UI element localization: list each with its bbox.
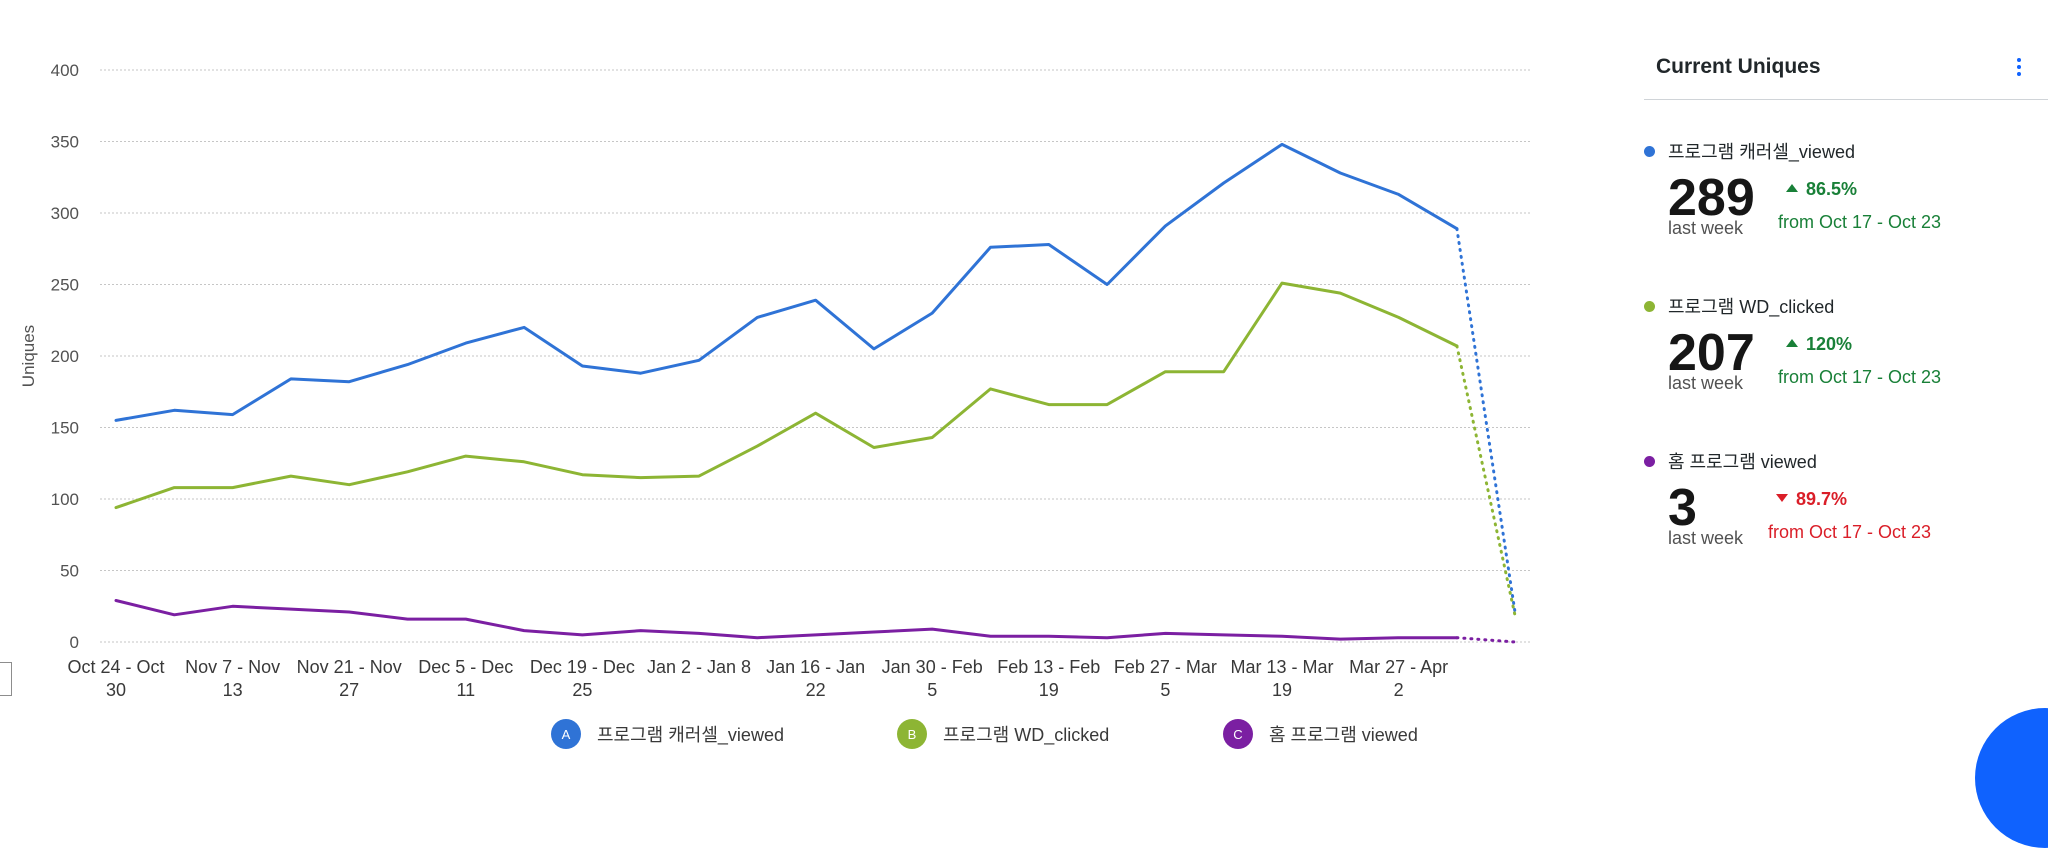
x-tick-label: 19: [1272, 680, 1292, 700]
y-tick-label: 250: [51, 276, 79, 295]
metric-b: 프로그램 WD_clicked 207 last week 120% from …: [1644, 293, 2048, 443]
legend-label-a: 프로그램 캐러셀_viewed: [597, 725, 784, 745]
legend-item-a[interactable]: A 프로그램 캐러셀_viewed: [551, 718, 784, 750]
legend-badge-b: B: [897, 719, 927, 749]
y-tick-label: 100: [51, 490, 79, 509]
metric-value: 207: [1668, 324, 1755, 382]
x-tick-label: Oct 24 - Oct: [67, 657, 164, 677]
panel-title: Current Uniques: [1656, 55, 1821, 78]
metric-comparison: from Oct 17 - Oct 23: [1768, 522, 1932, 542]
metric-label: 프로그램 캐러셀_viewed: [1668, 142, 1855, 162]
x-tick-label: Nov 21 - Nov: [297, 657, 402, 677]
x-tick-label: Jan 16 - Jan: [766, 657, 865, 677]
x-tick-label: Jan 30 - Feb: [882, 657, 983, 677]
y-tick-label: 350: [51, 133, 79, 152]
legend-badge-a: A: [551, 719, 581, 749]
series-dot-icon: [1644, 456, 1655, 467]
series-incomplete-line-c: [1455, 636, 1517, 644]
x-tick-label: 25: [572, 680, 592, 700]
series-line-c: [114, 599, 1459, 641]
x-tick-label: 22: [806, 680, 826, 700]
series-line-a: [114, 142, 1459, 422]
x-tick-label: 5: [1160, 680, 1170, 700]
series-incomplete-line-a: [1455, 227, 1517, 615]
metric-value: 289: [1668, 169, 1755, 227]
x-tick-label: 19: [1039, 680, 1059, 700]
x-tick-label: Feb 13 - Feb: [997, 657, 1100, 677]
metric-change: 89.7%: [1776, 489, 1847, 510]
metric-value: 3: [1668, 479, 1697, 537]
legend-badge-c: C: [1223, 719, 1253, 749]
x-tick-label: Nov 7 - Nov: [185, 657, 280, 677]
x-tick-label: 11: [456, 680, 475, 700]
metric-label: 프로그램 WD_clicked: [1668, 297, 1835, 317]
metric-a: 프로그램 캐러셀_viewed 289 last week 86.5% from…: [1644, 138, 2048, 288]
metric-change: 120%: [1786, 334, 1852, 355]
legend-item-c[interactable]: C 홈 프로그램 viewed: [1223, 718, 1418, 750]
x-tick-label: Dec 5 - Dec: [418, 657, 513, 677]
y-tick-label: 50: [60, 562, 79, 581]
x-tick-label: Mar 13 - Mar: [1230, 657, 1333, 677]
partial-checkbox[interactable]: [0, 662, 12, 696]
metric-period: last week: [1668, 373, 1744, 393]
arrow-up-icon: [1786, 184, 1798, 193]
x-tick-label: Dec 19 - Dec: [530, 657, 635, 677]
series-line-b: [114, 281, 1459, 510]
series-dot-icon: [1644, 146, 1655, 157]
y-axis-label: Uniques: [19, 325, 38, 387]
legend-item-b[interactable]: B 프로그램 WD_clicked: [897, 718, 1109, 750]
metric-period: last week: [1668, 218, 1744, 238]
x-tick-label: 30: [106, 680, 126, 700]
metric-c: 홈 프로그램 viewed 3 last week 89.7% from Oct…: [1644, 448, 2048, 598]
series-incomplete-line-b: [1455, 344, 1517, 618]
x-tick-label: 2: [1394, 680, 1404, 700]
metric-label: 홈 프로그램 viewed: [1668, 452, 1817, 472]
x-tick-label: Jan 2 - Jan 8: [647, 657, 751, 677]
y-tick-label: 0: [70, 633, 79, 652]
legend-label-b: 프로그램 WD_clicked: [943, 725, 1110, 745]
metric-change-value: 120%: [1806, 334, 1853, 354]
arrow-down-icon: [1776, 494, 1788, 503]
y-tick-label: 150: [51, 419, 79, 438]
chart-legend: A 프로그램 캐러셀_viewed B 프로그램 WD_clicked C 홈 …: [0, 718, 1560, 754]
overflow-menu-icon[interactable]: [2014, 56, 2024, 80]
metric-change-value: 89.7%: [1796, 489, 1848, 509]
metric-period: last week: [1668, 528, 1744, 548]
y-tick-label: 200: [51, 347, 79, 366]
x-tick-label: Feb 27 - Mar: [1114, 657, 1217, 677]
x-tick-label: 5: [927, 680, 937, 700]
metric-change: 86.5%: [1786, 179, 1857, 200]
y-tick-label: 300: [51, 204, 79, 223]
y-tick-label: 400: [51, 61, 79, 80]
x-tick-label: Mar 27 - Apr: [1349, 657, 1448, 677]
metric-comparison: from Oct 17 - Oct 23: [1778, 212, 1942, 232]
x-tick-label: 13: [223, 680, 243, 700]
line-chart: 0 50 100 150 200 250 300 350 400 Uniques Oct 24 - …: [19, 61, 1530, 700]
panel-divider: [1644, 99, 2048, 100]
metric-comparison: from Oct 17 - Oct 23: [1778, 367, 1942, 387]
series-dot-icon: [1644, 301, 1655, 312]
metric-change-value: 86.5%: [1806, 179, 1858, 199]
x-tick-label: 27: [339, 680, 359, 700]
legend-label-c: 홈 프로그램 viewed: [1269, 725, 1418, 745]
current-uniques-panel: Current Uniques 프로그램 캐러셀_viewed 289 last…: [1644, 0, 2048, 762]
arrow-up-icon: [1786, 339, 1798, 348]
